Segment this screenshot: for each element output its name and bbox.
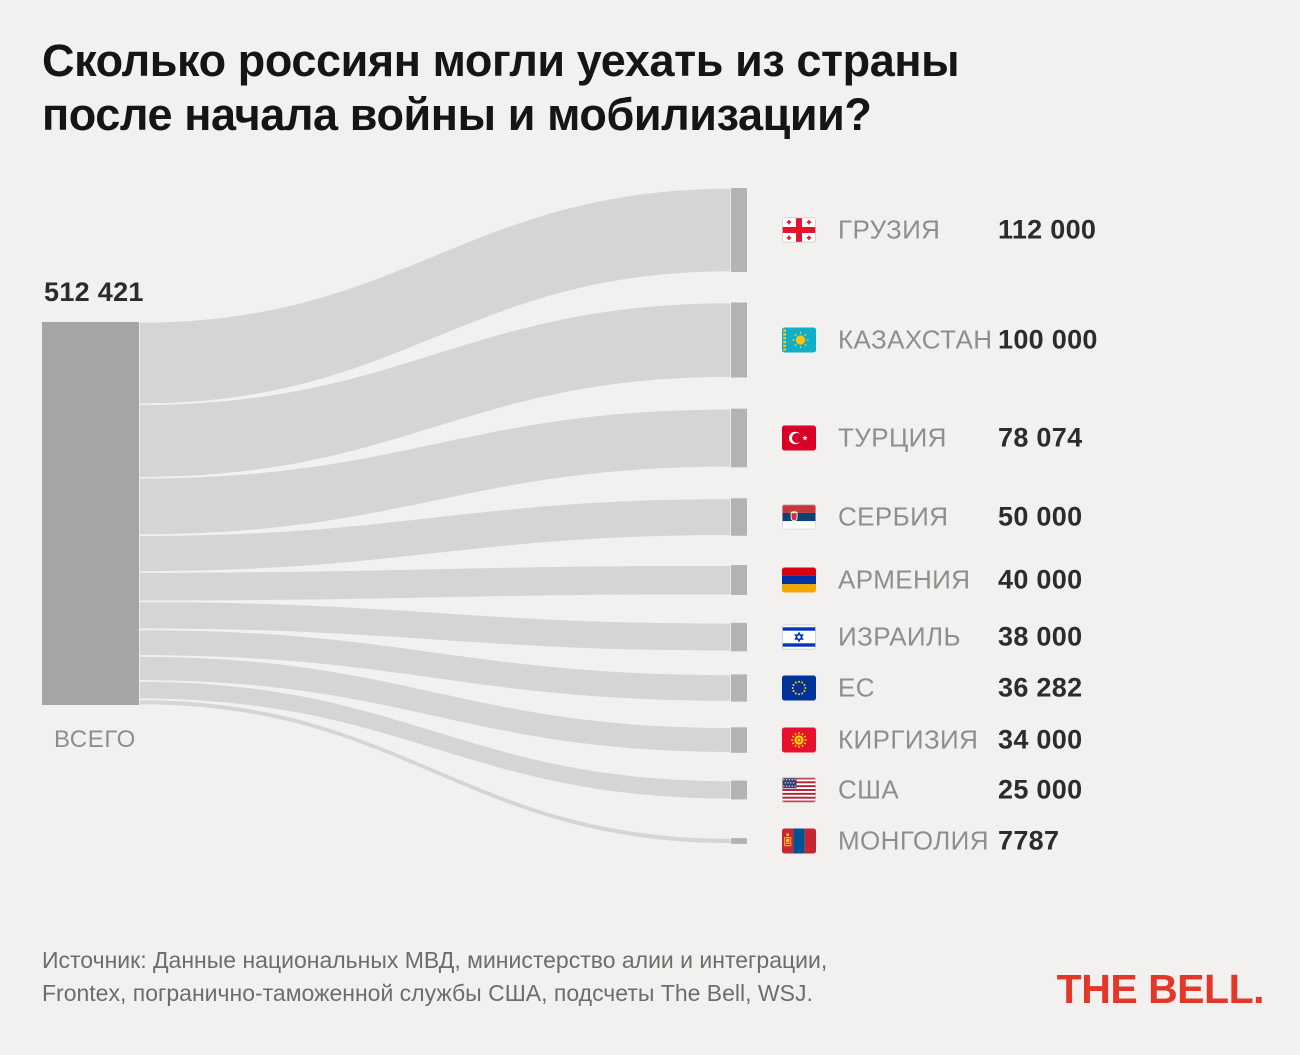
target-node-israel <box>731 622 747 652</box>
country-row: ГРУЗИЯ 112 000 <box>782 214 1142 246</box>
country-value: 34 000 <box>998 724 1083 755</box>
country-label: КАЗАХСТАН <box>838 324 993 355</box>
country-row: СЕРБИЯ 50 000 <box>782 501 1142 533</box>
country-row: ИЗРАИЛЬ 38 000 <box>782 621 1142 653</box>
chart-title-line-2: после начала войны и мобилизации? <box>42 89 872 141</box>
country-value: 38 000 <box>998 621 1083 652</box>
country-value: 40 000 <box>998 564 1083 595</box>
source-node-bar <box>42 322 139 705</box>
source-note-line-1: Источник: Данные национальных МВД, минис… <box>42 947 828 973</box>
target-node-usa <box>731 780 747 800</box>
flag-eu-icon <box>782 675 816 701</box>
country-value: 50 000 <box>998 501 1083 532</box>
target-node-eu <box>731 674 747 702</box>
country-row: КИРГИЗИЯ 34 000 <box>782 724 1142 756</box>
target-node-mongolia <box>731 838 747 844</box>
country-value: 36 282 <box>998 672 1083 703</box>
chart-title-line-1: Сколько россиян могли уехать из страны <box>42 35 960 86</box>
country-row: МОНГОЛИЯ 7787 <box>782 825 1142 857</box>
country-row: США 25 000 <box>782 774 1142 806</box>
target-node-serbia <box>731 498 747 536</box>
country-label: МОНГОЛИЯ <box>838 825 989 856</box>
flag-kyrgyzstan-icon <box>782 727 816 753</box>
country-label: США <box>838 774 900 805</box>
source-note: Источник: Данные национальных МВД, минис… <box>42 944 827 1010</box>
chart-title: Сколько россиян могли уехать из страны по… <box>42 34 1082 143</box>
brand-logo: THE BELL. <box>1056 966 1265 1012</box>
flag-kazakhstan-icon <box>782 327 816 353</box>
flag-usa-icon <box>782 777 816 803</box>
target-node-georgia <box>731 188 747 272</box>
flag-israel-icon <box>782 624 816 650</box>
country-row: АРМЕНИЯ 40 000 <box>782 564 1142 596</box>
country-label: ИЗРАИЛЬ <box>838 621 961 652</box>
target-node-kyrgyzstan <box>731 727 747 753</box>
flag-georgia-icon <box>782 217 816 243</box>
country-value: 112 000 <box>998 214 1097 245</box>
country-label: ЕС <box>838 672 875 703</box>
total-node-label: ВСЕГО <box>54 726 136 753</box>
country-value: 7787 <box>998 825 1060 856</box>
flow-usa <box>138 680 732 801</box>
flow-mongolia <box>138 698 732 845</box>
flag-serbia-icon <box>782 504 816 530</box>
country-value: 100 000 <box>998 324 1098 355</box>
source-note-line-2: Frontex, погранично-таможенной службы СШ… <box>42 979 813 1006</box>
flag-turkey-icon <box>782 425 816 451</box>
target-node-armenia <box>731 565 747 595</box>
country-label: СЕРБИЯ <box>838 501 949 532</box>
country-label: КИРГИЗИЯ <box>838 724 979 755</box>
target-node-turkey <box>731 408 747 468</box>
target-node-kazakhstan <box>731 302 747 378</box>
total-value-label: 512 421 <box>44 277 144 307</box>
country-label: АРМЕНИЯ <box>838 564 971 595</box>
country-label: ГРУЗИЯ <box>838 214 941 245</box>
flag-mongolia-icon <box>782 828 816 854</box>
country-value: 25 000 <box>998 774 1083 805</box>
country-label: ТУРЦИЯ <box>838 422 947 453</box>
country-value: 78 074 <box>998 422 1083 453</box>
country-row: ЕС 36 282 <box>782 672 1142 704</box>
country-row: КАЗАХСТАН 100 000 <box>782 324 1142 356</box>
country-row: ТУРЦИЯ 78 074 <box>782 422 1142 454</box>
flag-armenia-icon <box>782 567 816 593</box>
